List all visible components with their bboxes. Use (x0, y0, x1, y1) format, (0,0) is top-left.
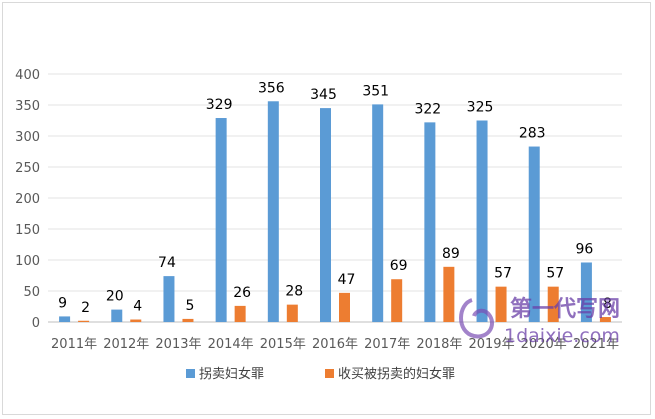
gridlines (48, 73, 622, 323)
data-label: 351 (362, 83, 389, 99)
bar-series-2 (234, 305, 246, 322)
bar-series-1 (320, 108, 331, 322)
data-label: 57 (546, 266, 564, 282)
data-label: 329 (206, 97, 233, 113)
legend-label-series-1: 拐卖妇女罪 (199, 366, 264, 382)
x-tick-label: 2021年 (573, 337, 619, 352)
data-label: 28 (285, 284, 303, 300)
bar-series-2 (78, 320, 90, 322)
data-label: 47 (338, 272, 356, 288)
bar-series-1 (111, 309, 123, 322)
data-label: 322 (414, 101, 441, 117)
x-tick-label: 2019年 (468, 337, 514, 352)
bar-series-2 (443, 266, 455, 322)
legend-swatch-series-1 (186, 369, 195, 378)
x-tick-label: 2017年 (364, 337, 410, 352)
bar-series-1 (215, 118, 227, 323)
x-tick-label: 2018年 (416, 337, 462, 352)
x-tick-label: 2014年 (208, 337, 254, 352)
data-label: 356 (258, 80, 285, 96)
data-label: 20 (106, 289, 124, 305)
y-tick-label: 0 (32, 316, 40, 331)
x-tick-label: 2016年 (312, 337, 358, 352)
bar-series-1 (267, 101, 279, 322)
data-labels: 9 2 20 4 74 5 329 26 356 28 345 47 351 69 322 89 325 57 28… (58, 80, 612, 315)
bar-series-2 (130, 319, 142, 322)
y-axis: 0 50 100 150 200 250 300 350 400 (15, 68, 40, 331)
bar-series-1 (528, 146, 540, 322)
bars (59, 101, 611, 323)
legend-swatch-series-2 (325, 369, 334, 378)
bar-series-1 (476, 120, 488, 322)
watermark-text-bottom: 1daixie.com (504, 325, 620, 347)
data-label: 4 (133, 299, 142, 315)
y-tick-label: 100 (15, 254, 40, 269)
y-tick-label: 350 (15, 99, 40, 114)
watermark-text-top: 第一代写网 (510, 296, 620, 322)
bar-series-1 (372, 104, 384, 322)
data-label: 8 (603, 296, 612, 312)
data-label: 345 (310, 87, 337, 103)
x-tick-label: 2012年 (103, 337, 149, 352)
legend-label-series-2: 收买被拐卖的妇女罪 (338, 366, 455, 382)
bar-series-1 (163, 276, 175, 322)
x-tick-label: 2011年 (51, 337, 97, 352)
data-label: 96 (575, 241, 593, 257)
x-tick-label: 2015年 (260, 337, 306, 352)
data-label: 69 (390, 258, 408, 274)
bar-series-2 (495, 286, 507, 322)
bar-series-1 (59, 316, 71, 322)
x-tick-label: 2020年 (521, 337, 567, 352)
data-label: 2 (81, 300, 90, 316)
y-tick-label: 150 (15, 223, 40, 238)
data-label: 5 (185, 298, 194, 314)
y-tick-label: 400 (15, 68, 40, 83)
bar-series-2 (599, 317, 611, 322)
data-label: 325 (467, 100, 494, 116)
data-label: 89 (442, 246, 460, 262)
data-label: 283 (519, 126, 546, 142)
bar-series-1 (424, 122, 436, 322)
bar-series-1 (580, 262, 592, 322)
data-label: 26 (233, 285, 251, 301)
data-label: 74 (158, 255, 176, 271)
x-tick-label: 2013年 (155, 337, 201, 352)
bar-series-2 (286, 304, 298, 322)
bar-series-2 (391, 279, 403, 322)
y-tick-label: 300 (15, 130, 40, 145)
x-axis: 2011年 2012年 2013年 2014年 2015年 2016年 2017年 2018年… (51, 337, 619, 352)
legend: 拐卖妇女罪 收买被拐卖的妇女罪 (186, 366, 455, 382)
watermark-logo: 第一代写网 1daixie.com (459, 296, 620, 347)
y-tick-label: 250 (15, 161, 40, 176)
data-label: 57 (494, 266, 512, 282)
bar-series-2 (182, 318, 194, 322)
y-tick-label: 50 (23, 285, 40, 300)
bar-series-2 (547, 286, 559, 322)
y-tick-label: 200 (15, 192, 40, 207)
bar-series-2 (339, 292, 350, 322)
data-label: 9 (58, 295, 67, 311)
